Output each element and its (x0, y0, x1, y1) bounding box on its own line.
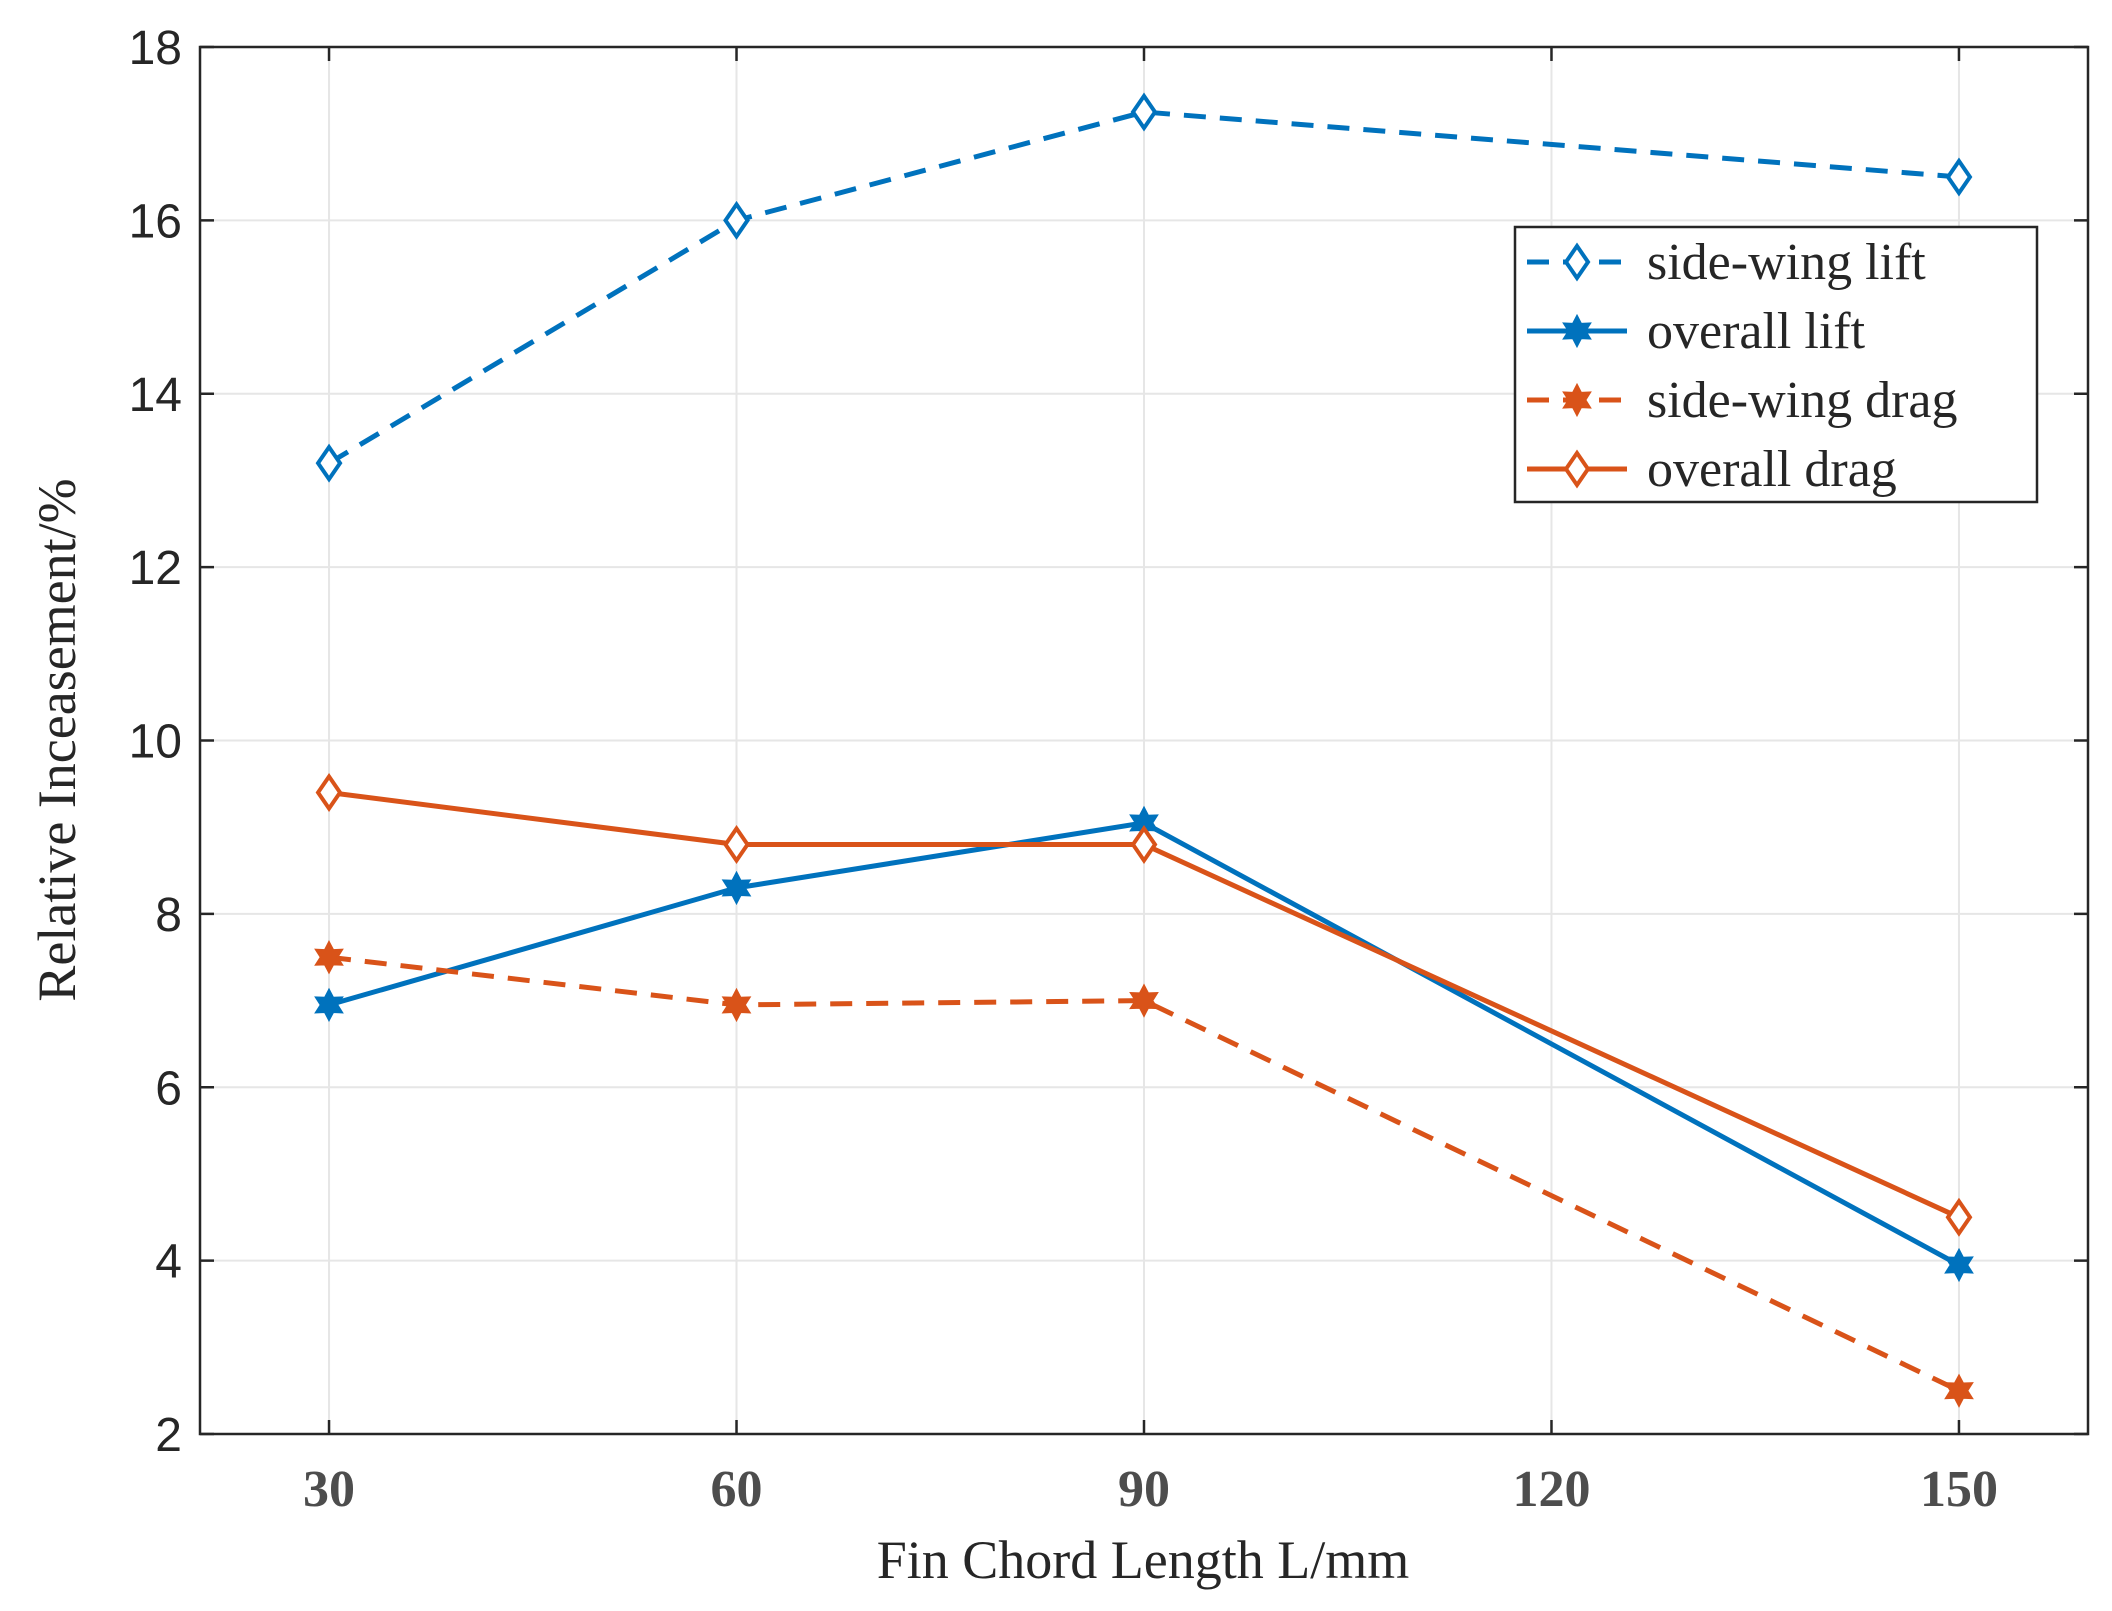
series-layer (314, 92, 1974, 1408)
y-tick-label: 16 (129, 195, 182, 248)
series-side-wing-drag (314, 940, 1974, 1408)
data-point (314, 987, 344, 1023)
data-point (1944, 1247, 1974, 1283)
y-tick-label: 14 (129, 369, 182, 422)
y-tick-label: 8 (155, 889, 182, 942)
legend-label: overall drag (1647, 441, 1897, 498)
data-point (315, 443, 343, 483)
y-tick-label: 12 (129, 542, 182, 595)
data-point (314, 940, 344, 975)
y-tick-label: 4 (155, 1236, 182, 1289)
x-tick-label: 30 (303, 1461, 355, 1518)
data-point (1130, 92, 1158, 132)
y-tick-label: 18 (129, 22, 182, 75)
legend-item: overall lift (1527, 303, 1866, 360)
x-axis-label: Fin Chord Length L/mm (877, 1530, 1410, 1590)
legend-item: side-wing drag (1527, 372, 1957, 429)
legend-item: overall drag (1527, 441, 1897, 498)
legend-label: side-wing lift (1647, 234, 1926, 291)
series-line (328, 790, 1961, 1220)
data-point (1945, 157, 1973, 197)
x-tick-label: 90 (1118, 1461, 1170, 1518)
legend-label: overall lift (1647, 303, 1866, 360)
data-point (723, 824, 750, 865)
y-tick-label: 6 (155, 1062, 182, 1115)
data-point (1945, 1197, 1973, 1237)
legend: side-wing lift overall lift side-wing drag… (1513, 225, 2039, 504)
legend-label: side-wing drag (1647, 372, 1957, 429)
x-tick-label: 120 (1512, 1461, 1590, 1518)
data-point (1944, 1373, 1974, 1408)
series-line (328, 820, 1961, 1268)
legend-marker (1563, 242, 1591, 282)
series-line (328, 954, 1961, 1393)
series-side-wing-lift (315, 92, 1973, 483)
data-point (723, 200, 750, 240)
y-axis-label: Relative Inceasement/% (27, 478, 87, 1001)
data-point (721, 987, 752, 1023)
series-overall-lift (314, 805, 1974, 1283)
data-point (1129, 983, 1159, 1018)
axis-ticks: 2 4 6 8 10 12 14 16 18 30 60 90 120 150 (129, 22, 2088, 1518)
series-line (327, 109, 1960, 466)
legend-marker (1563, 449, 1591, 489)
data-point (721, 870, 752, 906)
data-point (315, 772, 343, 813)
series-overall-drag (315, 772, 1973, 1237)
legend-box (1513, 225, 2039, 504)
y-tick-label: 2 (155, 1409, 182, 1462)
y-tick-label: 10 (129, 716, 182, 769)
x-tick-label: 60 (711, 1461, 763, 1518)
x-tick-label: 150 (1920, 1461, 1998, 1518)
legend-marker (1562, 382, 1592, 418)
data-point (1130, 824, 1158, 865)
legend-marker (1562, 313, 1592, 349)
legend-item: side-wing lift (1527, 234, 1926, 291)
